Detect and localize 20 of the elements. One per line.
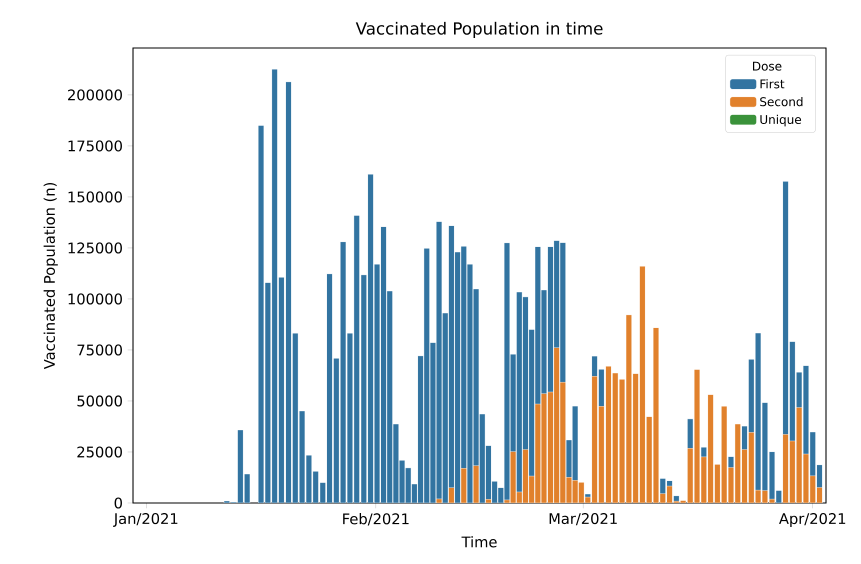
x-axis-title: Time xyxy=(462,536,497,548)
legend-label: Second xyxy=(760,96,802,106)
y-tick-label: 125000 xyxy=(68,242,122,254)
y-axis-title: Vaccinated Population (n) xyxy=(44,182,58,370)
x-tick-label: Feb/2021 xyxy=(343,513,409,526)
legend-label: First xyxy=(760,79,784,88)
y-tick-label: 50000 xyxy=(77,395,122,407)
x-tick-label: Apr/2021 xyxy=(779,513,846,527)
chart-title: Vaccinated Population in time xyxy=(356,22,603,38)
legend-title: Dose xyxy=(753,62,782,71)
y-tick-label: 75000 xyxy=(78,344,122,356)
y-tick-label: 150000 xyxy=(68,191,122,202)
x-tick-label: Jan/2021 xyxy=(113,513,178,527)
y-tick-label: 25000 xyxy=(77,446,122,458)
y-tick-label: 100000 xyxy=(68,293,122,305)
x-tick-label: Mar/2021 xyxy=(550,513,617,526)
legend-label: Unique xyxy=(760,114,802,126)
y-tick-label: 0 xyxy=(114,497,122,509)
y-tick-label: 200000 xyxy=(68,89,122,100)
y-tick-label: 175000 xyxy=(68,140,122,152)
